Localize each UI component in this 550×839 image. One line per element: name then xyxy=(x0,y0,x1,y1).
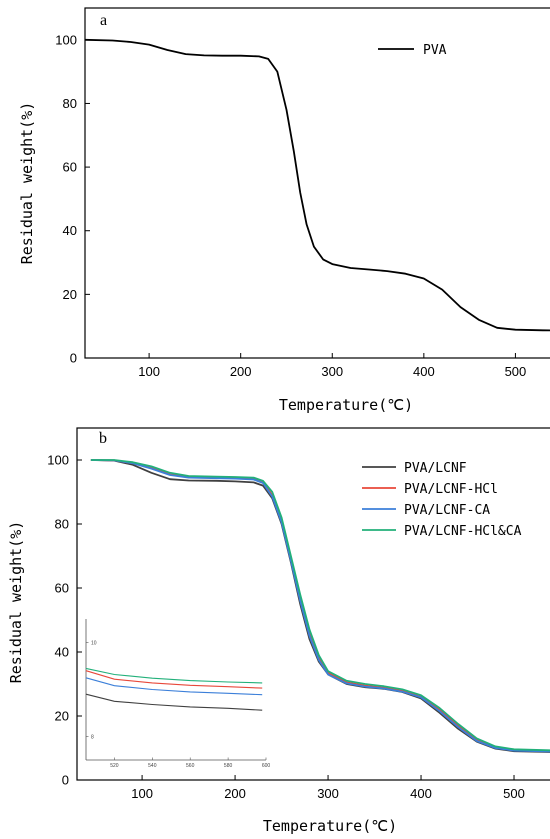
chart-b-inset-series-line-pva-lcnf-ca xyxy=(85,677,263,696)
chart-a-y-tick-label-80: 80 xyxy=(63,96,77,111)
chart-b-inset-y-tick-label-10: 10 xyxy=(91,641,97,647)
chart-b-legend-label-pva-lcnf-hcl: PVA/LCNF-HCl xyxy=(404,482,498,497)
chart-b-legend: PVA/LCNF PVA/LCNF-HCl PVA/LCNF-CA PVA/LC… xyxy=(362,461,522,539)
chart-a-y-tick-label-60: 60 xyxy=(63,160,77,175)
chart-b-y-tick-label-80: 80 xyxy=(55,517,69,532)
chart-b-series-line-pva-lcnf xyxy=(90,459,550,753)
chart-b-y-tick-label-0: 0 xyxy=(62,773,69,788)
chart-a-y-tick-label-20: 20 xyxy=(63,287,77,302)
chart-b-y-tick-label-40: 40 xyxy=(55,645,69,660)
chart-a-frame xyxy=(84,7,550,359)
chart-a-y-tick-label-40: 40 xyxy=(63,223,77,238)
chart-b-x-tick-label-100: 100 xyxy=(131,786,153,801)
chart-b-legend-label-pva-lcnf: PVA/LCNF xyxy=(404,461,467,476)
chart-b-inset-x-tick-label-600: 600 xyxy=(262,763,271,769)
chart-a: 100200300400500600020406080100 a Tempera… xyxy=(18,7,550,414)
chart-b-inset-y-tick-label-8: 8 xyxy=(91,735,94,741)
chart-b-series xyxy=(90,459,550,753)
chart-b-inset-x-tick-label-520: 520 xyxy=(110,763,119,769)
chart-b-y-tick-label-20: 20 xyxy=(55,709,69,724)
chart-a-panel-label: a xyxy=(100,12,107,29)
chart-b: 100 200 300 400 500 600 0 20 40 60 80 100 b Tempera… xyxy=(7,427,550,835)
chart-b-inset-x-tick-label-560: 560 xyxy=(186,763,195,769)
chart-a-x-tick-label-500: 500 xyxy=(505,364,527,379)
chart-b-ticks: 100 200 300 400 500 600 0 20 40 60 80 100 xyxy=(47,453,525,802)
chart-b-y-tick-label-100: 100 xyxy=(47,453,69,468)
chart-a-y-tick-label-0: 0 xyxy=(70,351,77,366)
chart-a-x-axis-label: Temperature(℃) xyxy=(279,396,413,414)
chart-a-y-axis-label: Residual weight(%) xyxy=(18,102,36,265)
chart-b-x-tick-label-500: 500 xyxy=(503,786,525,801)
chart-b-legend-label-pva-lcnf-hcl-ca: PVA/LCNF-HCl&CA xyxy=(404,524,522,539)
chart-b-inset-x-tick-label-580: 580 xyxy=(224,763,233,769)
chart-b-inset-x-tick-label-540: 540 xyxy=(148,763,157,769)
chart-b-y-axis-label: Residual weight(%) xyxy=(7,521,25,684)
chart-a-y-tick-label-100: 100 xyxy=(55,32,77,47)
chart-a-x-tick-label-100: 100 xyxy=(138,364,160,379)
chart-a-legend-label-pva: PVA xyxy=(423,43,447,58)
chart-b-series-line-pva-lcnf-hcl-ca xyxy=(90,459,550,752)
chart-b-legend-label-pva-lcnf-ca: PVA/LCNF-CA xyxy=(404,503,490,518)
chart-a-x-tick-label-300: 300 xyxy=(321,364,343,379)
chart-b-inset-series-line-pva-lcnf-hcl xyxy=(85,670,263,689)
chart-b-x-tick-label-300: 300 xyxy=(317,786,339,801)
chart-b-inset-series-line-pva-lcnf-hcl-ca xyxy=(85,667,263,684)
chart-b-x-tick-label-200: 200 xyxy=(224,786,246,801)
chart-b-panel-label: b xyxy=(99,430,107,447)
chart-b-inset-series-line-pva-lcnf xyxy=(85,693,263,711)
chart-b-x-axis-label: Temperature(℃) xyxy=(263,817,397,835)
chart-b-inset-ticks: 520 540 560 580 600 8 10 xyxy=(86,641,271,769)
chart-b-y-tick-label-60: 60 xyxy=(55,581,69,596)
chart-b-inset: 520 540 560 580 600 8 10 xyxy=(85,619,271,769)
chart-a-series-line-pva xyxy=(84,38,550,332)
chart-a-x-tick-label-200: 200 xyxy=(230,364,252,379)
chart-a-series xyxy=(84,38,550,332)
chart-b-series-line-pva-lcnf-ca xyxy=(90,459,550,753)
chart-a-legend: PVA xyxy=(378,43,447,58)
chart-b-frame xyxy=(76,427,550,781)
chart-b-inset-series xyxy=(85,667,263,711)
chart-a-ticks: 100200300400500600020406080100 xyxy=(55,32,527,379)
chart-a-x-tick-label-400: 400 xyxy=(413,364,435,379)
chart-b-x-tick-label-400: 400 xyxy=(410,786,432,801)
